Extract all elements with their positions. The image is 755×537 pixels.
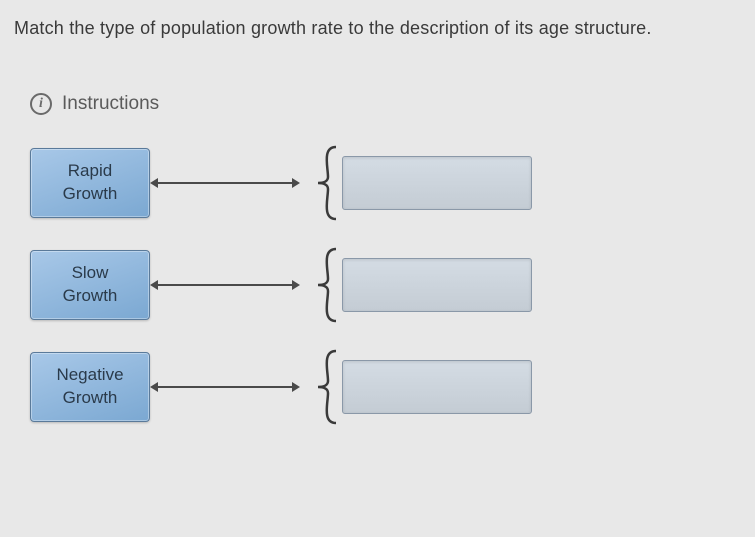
match-row-rapid: Rapid Growth bbox=[30, 143, 755, 223]
target-slot[interactable] bbox=[342, 258, 532, 312]
card-label-line2: Growth bbox=[63, 183, 118, 206]
target-slot[interactable] bbox=[342, 360, 532, 414]
card-label-line1: Rapid bbox=[68, 160, 112, 183]
card-label-line1: Negative bbox=[56, 364, 123, 387]
card-label-line2: Growth bbox=[63, 387, 118, 410]
instructions-row[interactable]: i Instructions bbox=[30, 93, 755, 115]
question-text: Match the type of population growth rate… bbox=[0, 0, 755, 39]
instructions-label: Instructions bbox=[62, 93, 159, 115]
connector-arrow bbox=[150, 182, 300, 184]
card-label-line2: Growth bbox=[63, 285, 118, 308]
source-card-rapid[interactable]: Rapid Growth bbox=[30, 148, 150, 218]
card-label-line1: Slow bbox=[72, 262, 109, 285]
source-card-negative[interactable]: Negative Growth bbox=[30, 352, 150, 422]
info-icon: i bbox=[30, 93, 52, 115]
match-row-slow: Slow Growth bbox=[30, 245, 755, 325]
connector-arrow bbox=[150, 386, 300, 388]
match-area: Rapid Growth Slow Growth Negative bbox=[30, 143, 755, 427]
match-row-negative: Negative Growth bbox=[30, 347, 755, 427]
target-slot[interactable] bbox=[342, 156, 532, 210]
source-card-slow[interactable]: Slow Growth bbox=[30, 250, 150, 320]
brace-icon bbox=[306, 347, 346, 427]
brace-icon bbox=[306, 245, 346, 325]
connector-arrow bbox=[150, 284, 300, 286]
brace-icon bbox=[306, 143, 346, 223]
